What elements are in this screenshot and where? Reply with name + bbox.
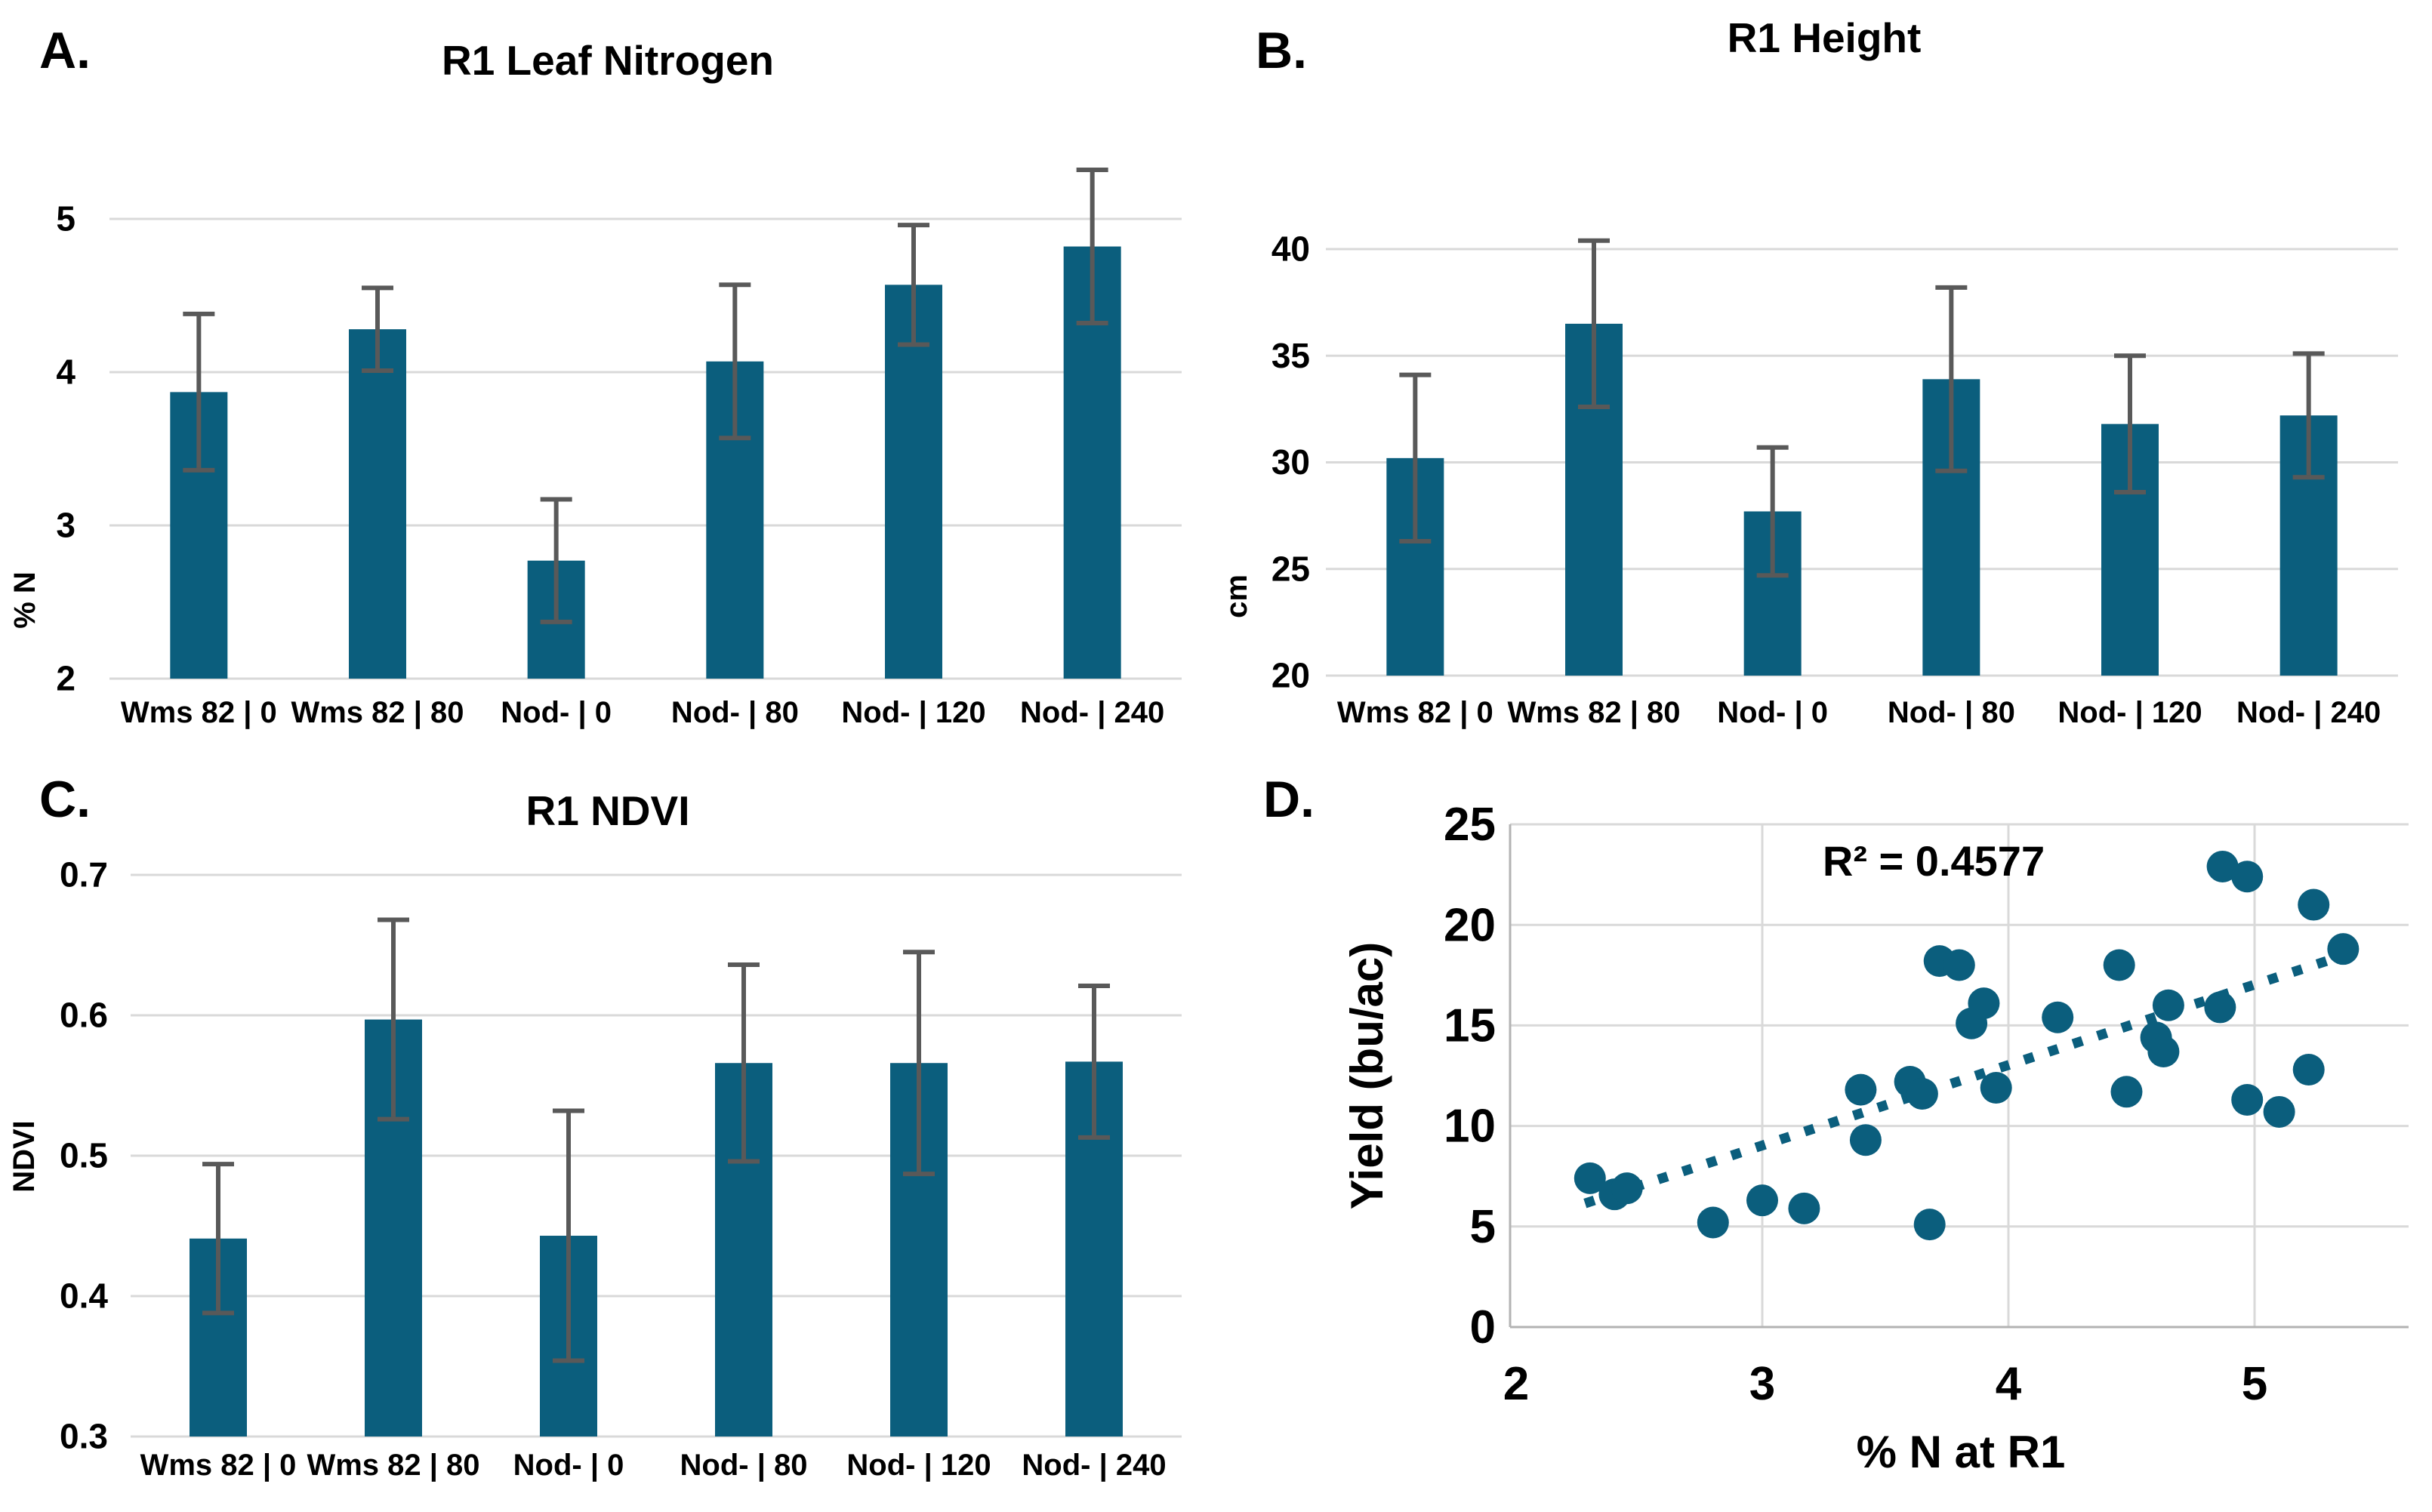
panel-d: D. 0 5 10 15 20 25 2 3 4 5 R² = 0.4577 Yield (bu/ac…: [1216, 756, 2432, 1512]
y-axis-label: % N: [8, 571, 42, 629]
x-tick-label: 3: [1749, 1358, 1775, 1410]
panel-c: C. R1 NDVI 0.3 0.4 0.5 0.6 0.7 NDVI Wms 82 | 0…: [0, 756, 1216, 1512]
y-tick-label: 10: [1444, 1101, 1496, 1153]
y-tick-label: 5: [56, 199, 76, 239]
scatter-point: [1845, 1073, 1877, 1106]
y-tick-label: 25: [1271, 549, 1310, 588]
scatter-point: [2042, 1001, 2074, 1033]
scatter-point: [1968, 987, 2000, 1020]
scatter-point: [1574, 1162, 1606, 1194]
scatter-point: [1746, 1184, 1778, 1217]
category-label: Wms 82 | 0: [1337, 696, 1493, 729]
panel-a-title: R1 Leaf Nitrogen: [441, 37, 775, 84]
y-tick-label: 5: [1470, 1201, 1496, 1253]
scatter-point: [2204, 991, 2236, 1024]
panel-c-title: R1 NDVI: [526, 787, 690, 834]
y-axis-label: NDVI: [8, 1120, 41, 1193]
y-tick-label: 20: [1271, 656, 1310, 695]
category-label: Nod- | 120: [846, 1449, 991, 1482]
panel-b-chart: 20 25 30 35 40 cm Wms 82 | 0 Wms 82 | 80 Nod- | …: [1220, 229, 2398, 729]
x-tick-label: 4: [1996, 1358, 2022, 1410]
panel-b-letter: B.: [1256, 22, 1307, 79]
panel-b-title: R1 Height: [1727, 14, 1922, 61]
y-tick-label: 0.6: [60, 996, 108, 1035]
panel-c-chart: 0.3 0.4 0.5 0.6 0.7 NDVI Wms 82 | 0 Wms 82 | 80…: [8, 855, 1182, 1482]
r-squared-annotation: R² = 0.4577: [1823, 837, 2045, 885]
category-label: Nod- | 240: [2236, 696, 2381, 729]
category-label: Nod- | 240: [1020, 696, 1164, 729]
y-tick-label: 0.3: [60, 1417, 108, 1456]
y-tick-label: 15: [1444, 999, 1496, 1052]
category-label: Nod- | 80: [1888, 696, 2015, 729]
category-label: Wms 82 | 80: [307, 1449, 479, 1482]
scatter-point: [2231, 861, 2264, 893]
bar-5: [885, 285, 942, 679]
scatter-point: [2298, 888, 2330, 921]
category-label: Nod- | 0: [513, 1449, 624, 1482]
panel-a: A. R1 Leaf Nitrogen 2 3 4 5 % N Wms 82 | 0 Wms…: [0, 0, 1216, 756]
scatter-point: [2147, 1036, 2180, 1068]
category-label: Nod- | 80: [671, 696, 799, 729]
scatter-point: [1913, 1209, 1946, 1241]
scatter-point: [2263, 1095, 2295, 1128]
y-tick-label: 4: [56, 353, 76, 392]
category-label: Nod- | 0: [1717, 696, 1828, 729]
bar-2: [349, 329, 406, 679]
scatter-point: [2206, 850, 2239, 882]
y-tick-label: 40: [1271, 229, 1310, 269]
scatter-point: [2110, 1076, 2143, 1108]
panel-a-letter: A.: [39, 22, 91, 79]
scatter-point: [2292, 1054, 2325, 1086]
panel-b: B. R1 Height 20 25 30 35 40 cm Wms 82 | 0 Wms 8…: [1216, 0, 2432, 756]
y-tick-label: 30: [1271, 442, 1310, 482]
scatter-point: [1849, 1124, 1882, 1156]
scatter-point: [2103, 949, 2135, 981]
scatter-point: [2327, 933, 2360, 965]
panel-a-chart: 2 3 4 5 % N Wms 82 | 0 Wms 82 | 80 Nod- | 0 Nod-…: [8, 168, 1182, 729]
y-tick-label: 20: [1444, 899, 1496, 951]
y-tick-label: 0.7: [60, 855, 108, 895]
y-axis-label: cm: [1220, 574, 1253, 618]
category-label: Wms 82 | 80: [291, 696, 464, 729]
category-label: Wms 82 | 0: [140, 1449, 297, 1482]
y-tick-label: 35: [1271, 336, 1310, 375]
y-tick-label: 0.4: [60, 1276, 108, 1316]
scatter-point: [1788, 1192, 1820, 1224]
panel-d-chart: 0 5 10 15 20 25 2 3 4 5 R² = 0.4577 Yield (bu/ac) % …: [1342, 799, 2409, 1477]
trendline: [1583, 949, 2350, 1209]
category-label: Nod- | 120: [841, 696, 985, 729]
scatter-point: [2152, 989, 2184, 1021]
category-label: Nod- | 240: [1022, 1449, 1166, 1482]
category-label: Nod- | 80: [680, 1449, 808, 1482]
category-label: Nod- | 120: [2057, 696, 2202, 729]
y-axis-label: Yield (bu/ac): [1342, 942, 1392, 1210]
scatter-point: [1906, 1077, 1938, 1110]
x-axis-label: % N at R1: [1857, 1427, 2066, 1477]
y-tick-label: 3: [56, 506, 76, 545]
category-label: Nod- | 0: [501, 696, 612, 729]
scatter-point: [1980, 1071, 2012, 1104]
y-tick-label: 0: [1470, 1301, 1496, 1353]
y-tick-label: 0.5: [60, 1136, 108, 1175]
panel-c-letter: C.: [39, 771, 91, 828]
x-tick-label: 2: [1503, 1358, 1529, 1410]
y-tick-label: 25: [1444, 799, 1496, 851]
scatter-point: [1611, 1172, 1643, 1205]
category-label: Wms 82 | 0: [121, 696, 277, 729]
panel-d-letter: D.: [1263, 771, 1315, 828]
scatter-point: [2231, 1083, 2264, 1116]
y-tick-label: 2: [56, 659, 76, 698]
category-label: Wms 82 | 80: [1507, 696, 1680, 729]
scatter-point: [1943, 949, 1975, 981]
x-tick-label: 5: [2242, 1358, 2267, 1410]
scatter-point: [1697, 1206, 1729, 1239]
